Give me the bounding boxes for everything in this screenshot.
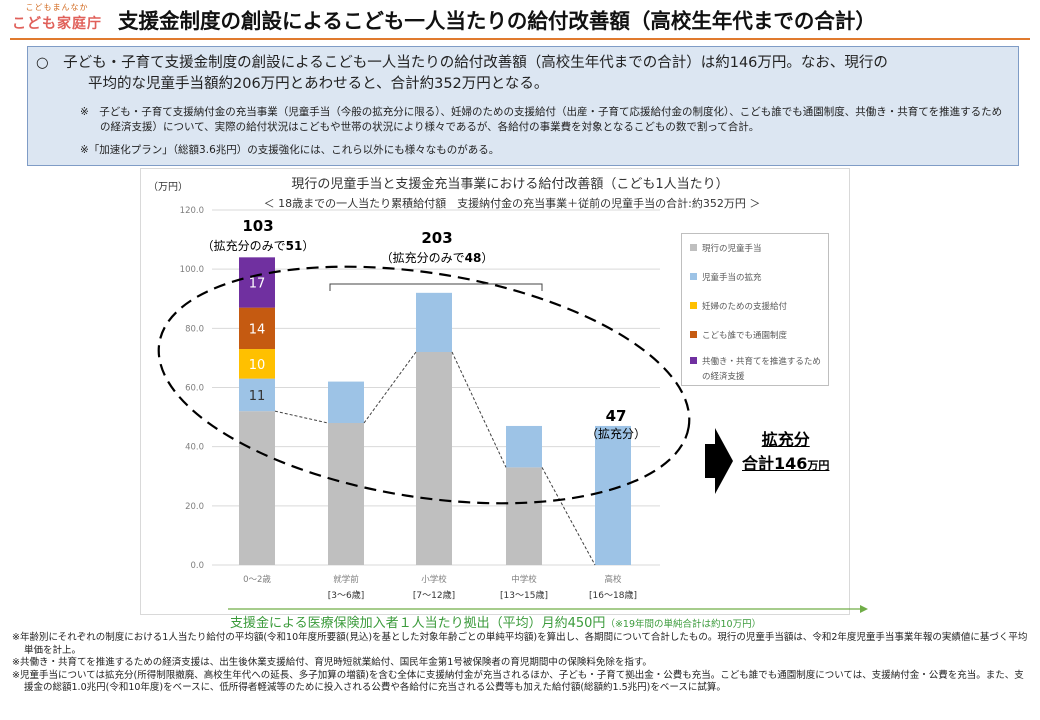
legend-swatch: [690, 244, 697, 251]
footer-contribution: 支援金による医療保険加入者１人当たり拠出（平均）月約450円（※19年間の単純合…: [230, 612, 761, 631]
bar-segment: [328, 381, 364, 423]
total-summary-line1: 拡充分: [761, 430, 810, 449]
bar-segment: [328, 423, 364, 565]
annotation-47-value: 47: [606, 407, 627, 425]
summary-main-a: ○ 子ども・子育て支援金制度の創設によるこども一人当たりの給付改善額（高校生年代…: [36, 55, 888, 71]
footer-small: （※19年間の単純合計は約10万円）: [605, 619, 762, 630]
legend-swatch: [690, 331, 697, 338]
legend-swatch: [690, 357, 697, 364]
annotation-203-text: （拡充分のみで48）: [381, 250, 494, 265]
logo: こどもまんなか こども家庭庁: [8, 2, 106, 38]
total-summary-amount: 合計146: [742, 454, 808, 473]
connector-line: [274, 410, 329, 424]
x-range-label: [13〜15歳]: [500, 589, 548, 601]
x-range-label: [3〜6歳]: [328, 589, 364, 601]
annotation-103-close: ）: [302, 239, 314, 253]
x-range-label: [7〜12歳]: [413, 589, 455, 601]
legend-item: こども誰でも通園制度: [690, 329, 787, 341]
annotation-103-value: 103: [242, 217, 273, 235]
annotation-103-text-a: （拡充分のみで: [202, 238, 286, 253]
bar-segment: [416, 352, 452, 565]
y-tick-label: 40.0: [185, 443, 204, 453]
summary-box: ○ 子ども・子育て支援金制度の創設によるこども一人当たりの給付改善額（高校生年代…: [27, 46, 1019, 166]
x-range-label: [16〜18歳]: [589, 589, 637, 601]
summary-note-2: ※「加速化プラン」（総額3.6兆円）の支援強化には、これら以外にも様々なものがあ…: [80, 144, 500, 156]
annotation-203-text-a: （拡充分のみで: [381, 250, 465, 265]
highlight-ellipse: [157, 265, 691, 505]
bracket: [329, 283, 543, 291]
summary-main: ○ 子ども・子育て支援金制度の創設によるこども一人当たりの給付改善額（高校生年代…: [36, 53, 1011, 95]
bar-segment: [239, 411, 275, 565]
y-tick-label: 20.0: [185, 502, 204, 512]
title-divider: [10, 38, 1030, 40]
x-tick-label: 高校: [604, 574, 622, 585]
footnote: ※年齢別にそれぞれの制度における1人当たり給付の平均額(令和10年度所要額(見込…: [12, 632, 1028, 656]
footer-arrow-head: [860, 605, 868, 613]
footnote: ※共働き・共育てを推進するための経済支援は、出生後休業支援給付、育児時短就業給付…: [12, 657, 652, 668]
legend-label: 妊婦のための支援給付: [702, 302, 788, 312]
bar-segment: [239, 349, 275, 379]
bar-segment: [239, 307, 275, 350]
legend-item: 妊婦のための支援給付: [690, 300, 787, 312]
y-tick-label: 0.0: [190, 561, 204, 571]
annotation-103-bold: 51: [286, 239, 303, 253]
segment-label: 17: [249, 276, 266, 291]
chart-frame: [140, 168, 850, 615]
annotation-47-text: （拡充分）: [586, 426, 646, 441]
y-axis-label: （万円）: [148, 181, 188, 193]
connector-line: [451, 351, 507, 468]
bar-segment: [506, 425, 542, 468]
legend-swatch: [690, 273, 697, 280]
total-summary: 拡充分 合計146万円: [742, 426, 829, 474]
legend-item: 児童手当の拡充: [690, 271, 762, 283]
logo-small-text: こどもまんなか: [25, 3, 89, 12]
annotation-103-text: （拡充分のみで51）: [202, 238, 315, 253]
total-summary-unit: 万円: [807, 459, 830, 472]
chart-legend: 現行の児童手当 児童手当の拡充 妊婦のための支援給付 こども誰でも通園制度 共働…: [681, 233, 829, 386]
x-tick-label: 小学校: [421, 574, 447, 585]
annotation-203-value: 203: [421, 229, 452, 247]
segment-label: 14: [249, 322, 266, 337]
bar-segment: [416, 292, 452, 352]
y-tick-label: 60.0: [185, 384, 204, 394]
bar-segment: [239, 378, 275, 412]
footnotes: ※年齢別にそれぞれの制度における1人当たり給付の平均額(令和10年度所要額(見込…: [12, 632, 1032, 695]
logo-text: こども家庭庁: [12, 16, 102, 32]
summary-note-1: ※ 子ども・子育て支援納付金の充当事業（児童手当（今般の拡充分に限る）、妊婦のた…: [80, 106, 1003, 133]
footer-text: 支援金による医療保険加入者１人当たり拠出（平均）月約450円: [230, 616, 606, 631]
legend-item: 共働き・共育てを推進するための経済支援: [690, 355, 824, 385]
x-tick-label: 中学校: [511, 574, 537, 585]
legend-label: 共働き・共育てを推進するための経済支援: [702, 357, 821, 382]
connector-line: [541, 467, 596, 566]
y-tick-label: 80.0: [185, 324, 204, 334]
annotation-203-close: ）: [481, 251, 493, 265]
chart-subtitle: ＜ 18歳までの一人当たり累積給付額 支援納付金の充当事業＋従前の児童手当の合計…: [264, 196, 761, 210]
y-tick-label: 120.0: [180, 206, 204, 216]
legend-swatch: [690, 302, 697, 309]
segment-label: 11: [249, 389, 266, 404]
annotation-203-bold: 48: [465, 251, 482, 265]
right-arrow-icon: [705, 428, 733, 494]
summary-main-b: 平均的な児童手当額約206万円とあわせると、合計約352万円となる。: [88, 76, 549, 92]
segment-label: 10: [249, 358, 266, 373]
bar-segment: [239, 257, 275, 308]
footnote: ※児童手当については拡充分(所得制限撤廃、高校生年代への延長、多子加算の増額)を…: [12, 669, 1024, 694]
y-tick-label: 100.0: [180, 265, 204, 275]
x-tick-label: 就学前: [333, 574, 359, 585]
bar-segment: [506, 467, 542, 565]
legend-label: こども誰でも通園制度: [702, 331, 788, 341]
legend-label: 児童手当の拡充: [702, 273, 762, 283]
legend-label: 現行の児童手当: [702, 244, 762, 254]
x-tick-label: 0〜2歳: [243, 574, 271, 585]
bar-segment: [595, 425, 631, 565]
legend-item: 現行の児童手当: [690, 242, 762, 254]
chart-title: 現行の児童手当と支援金充当事業における給付改善額（こども1人当たり）: [291, 176, 728, 192]
page-title: 支援金制度の創設によるこども一人当たりの給付改善額（高校生年代までの合計）: [118, 9, 876, 33]
total-summary-line2: 合計146万円: [742, 450, 829, 474]
